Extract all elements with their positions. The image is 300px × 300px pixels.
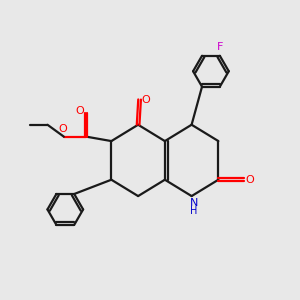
Text: O: O <box>75 106 84 116</box>
Text: H: H <box>190 206 198 216</box>
Text: O: O <box>246 175 254 185</box>
Text: O: O <box>142 94 151 104</box>
Text: F: F <box>217 43 223 52</box>
Text: O: O <box>59 124 68 134</box>
Text: N: N <box>190 198 198 208</box>
